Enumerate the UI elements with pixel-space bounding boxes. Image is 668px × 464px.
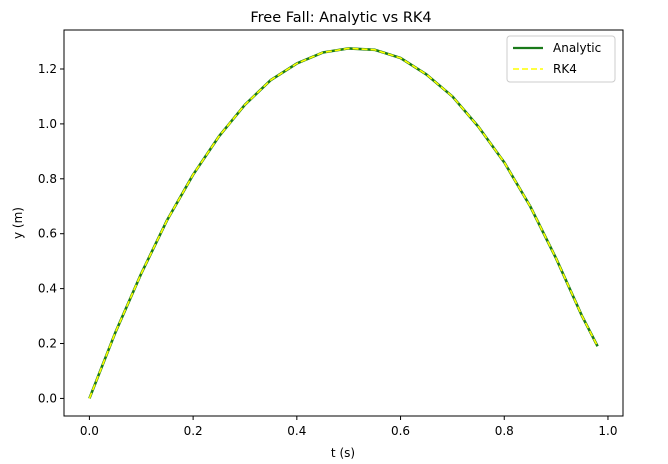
x-tick-label: 0.2	[184, 424, 203, 438]
x-tick-label: 0.0	[80, 424, 99, 438]
y-tick-label: 0.0	[38, 391, 57, 405]
y-tick-label: 1.2	[38, 62, 57, 76]
series-line-rk4	[88, 47, 599, 399]
plot-area	[88, 47, 599, 399]
legend-label-rk4: RK4	[553, 62, 577, 76]
chart-title: Free Fall: Analytic vs RK4	[250, 10, 431, 26]
legend: Analytic RK4	[506, 35, 616, 83]
x-tick-label: 0.6	[391, 424, 410, 438]
legend-label-analytic: Analytic	[553, 41, 601, 55]
y-tick-label: 0.4	[38, 282, 57, 296]
y-tick-label: 0.8	[38, 172, 57, 186]
x-tick-label: 0.4	[287, 424, 306, 438]
x-tick-label: 0.8	[495, 424, 514, 438]
axes-frame	[63, 29, 624, 417]
x-axis: 0.0 0.2 0.4 0.6 0.8 1.0	[80, 416, 618, 438]
y-tick-label: 0.6	[38, 227, 57, 241]
y-axis-label: y (m)	[11, 207, 25, 239]
x-tick-label: 1.0	[598, 424, 617, 438]
y-tick-label: 1.0	[38, 117, 57, 131]
y-tick-label: 0.2	[38, 337, 57, 351]
y-axis: 0.0 0.2 0.4 0.6 0.8 1.0 1.2	[38, 62, 64, 405]
x-axis-label: t (s)	[331, 446, 355, 460]
